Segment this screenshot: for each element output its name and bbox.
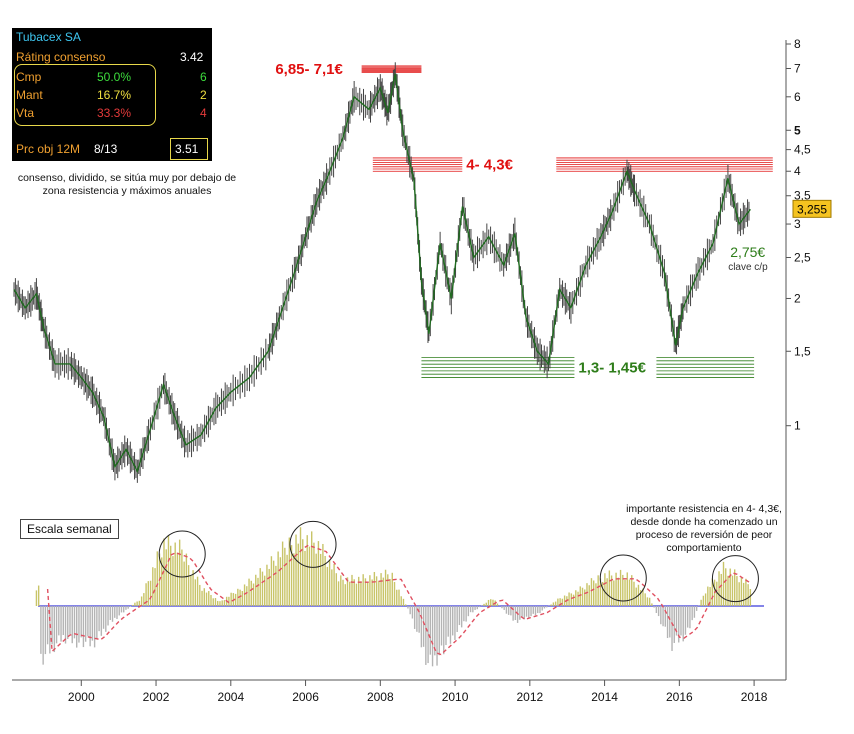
y-tick-label: 2,5 <box>794 251 811 265</box>
row-vta-pct: 33.3% <box>97 106 132 120</box>
x-tick-label: 2010 <box>442 690 469 704</box>
x-tick-label: 2012 <box>516 690 543 704</box>
x-tick-label: 2004 <box>217 690 244 704</box>
target-box <box>170 138 208 160</box>
target-label: Prc obj 12M <box>16 142 81 156</box>
y-tick-label: 7 <box>794 62 801 76</box>
row-mant-label: Mant <box>16 88 43 102</box>
highlight-circle <box>158 530 206 578</box>
last-price-box <box>792 199 832 218</box>
x-tick-label: 2014 <box>591 690 618 704</box>
y-tick-label: 4 <box>794 164 801 178</box>
y-tick-label: 3,5 <box>794 189 811 203</box>
y-tick-label: 8 <box>794 37 801 51</box>
target-date: 8/13 <box>94 142 118 156</box>
y-tick-label: 5 <box>794 123 801 137</box>
row-cmp-label: Cmp <box>16 70 42 84</box>
row-mant-pct: 16.7% <box>97 88 132 102</box>
zone-label-high: 6,85- 7,1€ <box>275 61 343 78</box>
weekly-scale-label: Escala semanal <box>20 519 119 539</box>
row-vta-label: Vta <box>16 106 35 120</box>
row-cmp-count: 6 <box>200 70 207 84</box>
zone-label-mid: 4- 4,3€ <box>466 157 513 174</box>
rating-label: Ráting consenso <box>16 50 106 64</box>
support-sublabel: clave c/p <box>728 262 768 273</box>
y-tick-label: 1,5 <box>794 344 811 358</box>
last-price-label: 3,255 <box>797 202 827 216</box>
x-tick-label: 2016 <box>666 690 693 704</box>
x-tick-label: 2008 <box>367 690 394 704</box>
y-tick-label: 1 <box>794 419 801 433</box>
highlight-circle <box>599 554 647 602</box>
x-tick-label: 2006 <box>292 690 319 704</box>
zone-label-low: 1,3- 1,45€ <box>578 360 646 377</box>
x-tick-label: 2018 <box>741 690 768 704</box>
consensus-panel: Tubacex SA Ráting consenso 3.42 Cmp 50.0… <box>12 28 212 161</box>
rating-bracket <box>14 64 156 126</box>
y-tick-label: 2 <box>794 291 801 305</box>
rating-value: 3.42 <box>180 50 204 64</box>
last-price-tag: 3,255 <box>792 199 832 218</box>
panel-title: Tubacex SA <box>16 30 81 44</box>
consensus-note: consenso, dividido, se sitúa muy por deb… <box>17 172 237 197</box>
x-tick-label: 2000 <box>68 690 95 704</box>
highlight-circle <box>711 555 759 603</box>
row-cmp-pct: 50.0% <box>97 70 132 84</box>
oscillator-moving-average <box>46 544 751 656</box>
highlight-circle <box>289 520 337 568</box>
y-tick-label: 4,5 <box>794 143 811 157</box>
target-value: 3.51 <box>175 142 199 156</box>
row-vta-count: 4 <box>200 106 207 120</box>
y-tick-label: 3 <box>794 217 801 231</box>
y-tick-label: 6 <box>794 90 801 104</box>
price-line <box>13 73 751 474</box>
x-tick-label: 2002 <box>143 690 170 704</box>
resistance-note: importante resistencia en 4- 4,3€, desde… <box>626 503 782 554</box>
zone-label-bg <box>574 354 657 381</box>
row-mant-count: 2 <box>200 88 207 102</box>
zone-label-bg <box>462 154 557 175</box>
support-label: 2,75€ <box>730 244 765 260</box>
